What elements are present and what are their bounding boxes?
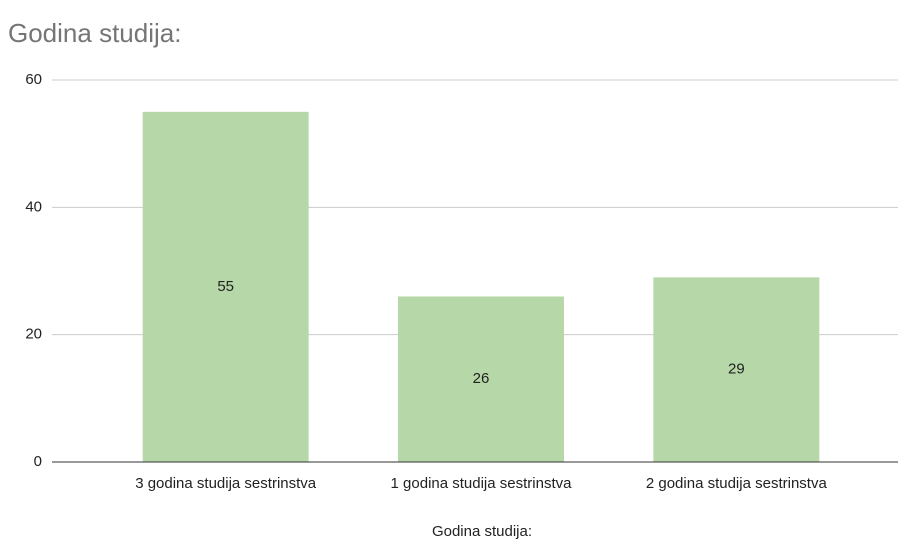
y-tick-label: 40 bbox=[25, 198, 42, 215]
y-tick-label: 0 bbox=[34, 453, 42, 470]
bar bbox=[398, 296, 564, 462]
x-tick-label: 2 godina studija sestrinstva bbox=[646, 475, 828, 492]
y-tick-label: 20 bbox=[25, 326, 42, 343]
data-label: 26 bbox=[473, 370, 490, 387]
data-label: 29 bbox=[728, 361, 745, 378]
x-tick-label: 1 godina studija sestrinstva bbox=[391, 475, 573, 492]
bar bbox=[653, 277, 820, 462]
x-tick-label: 3 godina studija sestrinstva bbox=[135, 475, 317, 492]
chart-title: Godina studija: bbox=[8, 18, 181, 48]
data-label: 55 bbox=[217, 278, 234, 295]
bar bbox=[142, 111, 309, 462]
y-tick-label: 60 bbox=[25, 71, 42, 88]
x-axis-label: Godina studija: bbox=[432, 523, 532, 540]
